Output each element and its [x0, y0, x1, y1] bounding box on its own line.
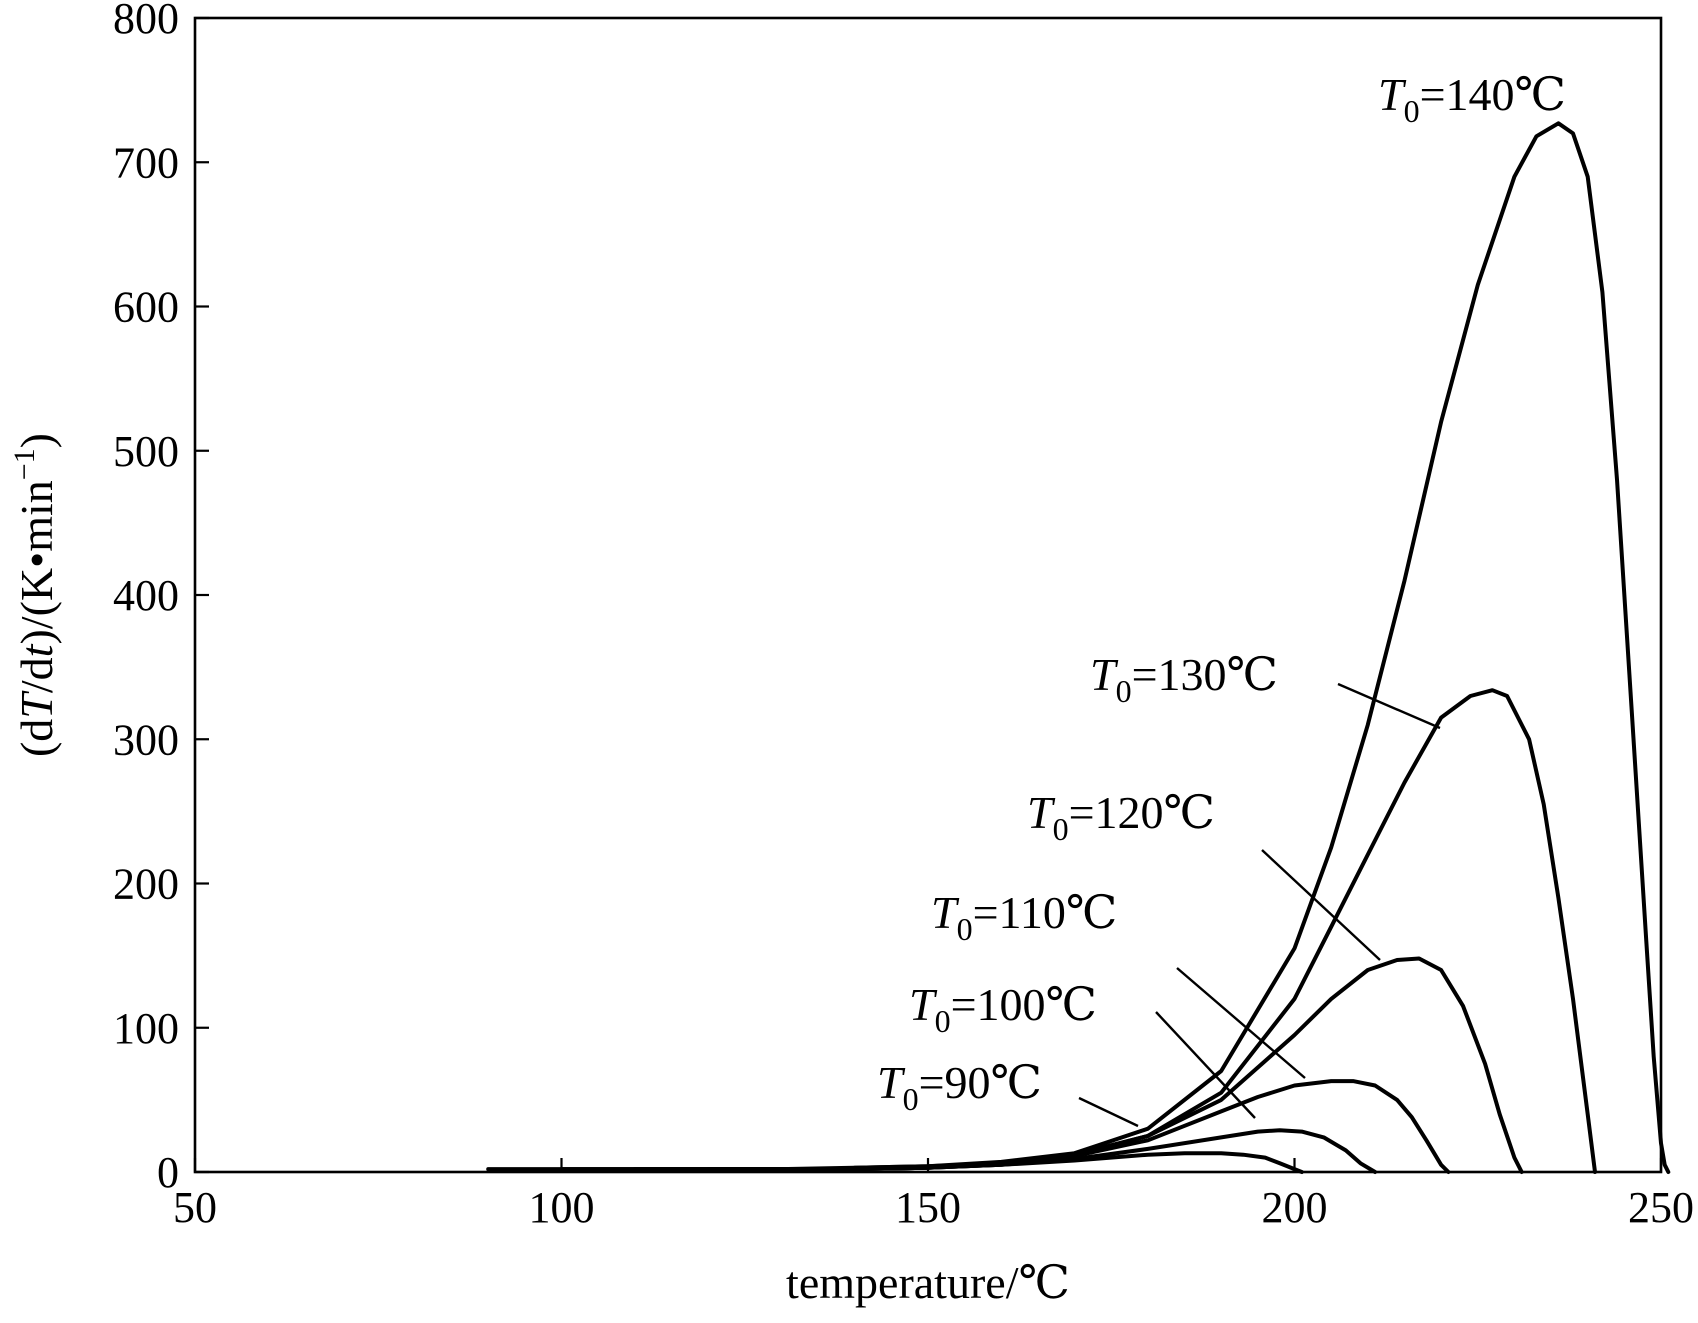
series-label-2: T0=120℃ [1027, 787, 1215, 847]
y-tick-label: 700 [113, 138, 179, 187]
y-tick-label: 200 [113, 860, 179, 909]
series-label-3: T0=110℃ [931, 887, 1117, 947]
y-tick-label: 500 [113, 427, 179, 476]
x-tick-label: 50 [173, 1183, 217, 1232]
series-label-4: T0=100℃ [909, 979, 1097, 1039]
series-leader-line [1176, 967, 1306, 1079]
series-label-0: T0=140℃ [1378, 69, 1566, 129]
x-tick-label: 200 [1262, 1183, 1328, 1232]
series-label-1: T0=130℃ [1090, 649, 1278, 709]
y-tick-label: 100 [113, 1004, 179, 1053]
x-tick-label: 150 [895, 1183, 961, 1232]
ticks-layer: 50 100 150 200 250 0 100 200 300 400 500 600 700 800 [113, 0, 1694, 1232]
y-tick-label: 0 [157, 1148, 179, 1197]
series-line-0 [852, 121, 1671, 1174]
y-tick-label: 800 [113, 0, 179, 43]
series-line-5 [486, 1151, 1304, 1174]
labels-layer: T0=140℃ T0=130℃ T0=120℃ T0=110℃ T0=100℃ T0=90… [877, 69, 1566, 1128]
series-leader-line [1337, 682, 1441, 730]
series-leader-line [1261, 849, 1381, 961]
y-axis-title: (dT/dt)/(K•min−1) [8, 433, 62, 757]
y-tick-label: 600 [113, 283, 179, 332]
x-axis-title: temperature/℃ [786, 1257, 1070, 1308]
x-tick-label: 250 [1628, 1183, 1694, 1232]
series-leader-line [1155, 1011, 1256, 1119]
series-label-5: T0=90℃ [877, 1057, 1042, 1117]
series-leader-line [1078, 1096, 1139, 1128]
x-tick-label: 100 [529, 1183, 595, 1232]
y-tick-label: 300 [113, 715, 179, 764]
y-tick-label: 400 [113, 571, 179, 620]
series-layer [486, 121, 1671, 1174]
